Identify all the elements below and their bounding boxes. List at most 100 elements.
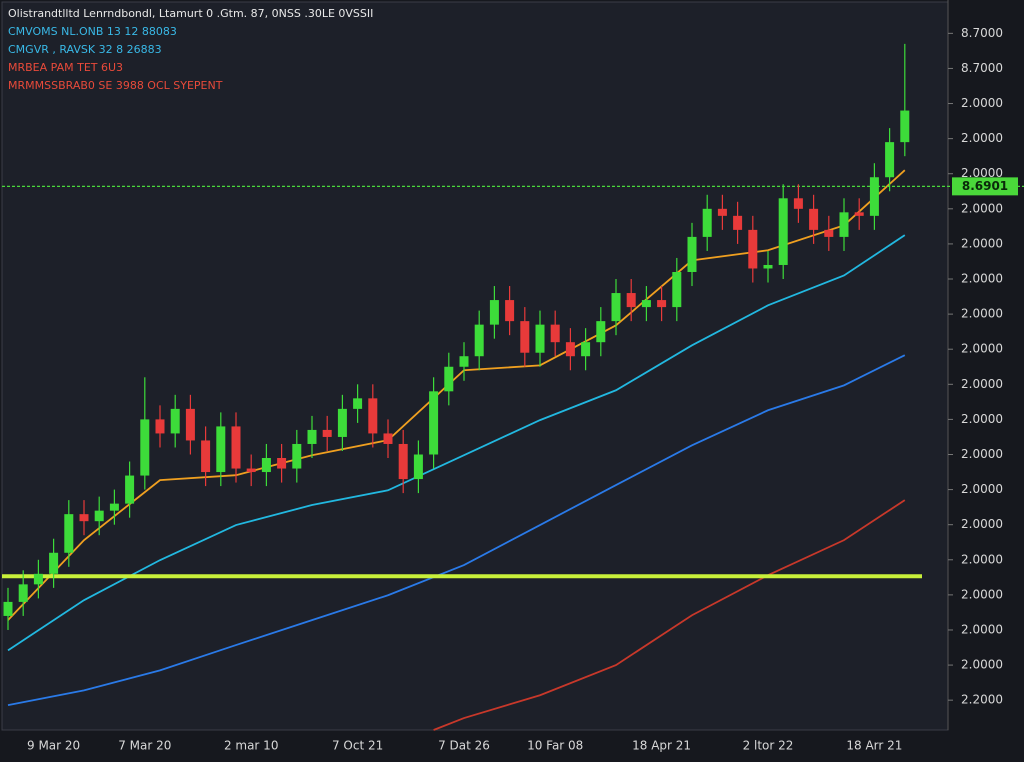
legend-entry: CMGVR , RAVSK 32 8 26883 (8, 43, 162, 56)
candle-body (368, 398, 378, 434)
x-tick-label: 2 mar 10 (224, 739, 279, 753)
candle-body (18, 584, 28, 602)
candle-body (307, 429, 317, 444)
candle-body (869, 177, 879, 216)
candle-body (185, 408, 195, 441)
y-tick-label: 2.0000 (961, 447, 1003, 461)
candle-body (155, 419, 165, 434)
y-tick-label: 2.0000 (961, 131, 1003, 145)
y-tick-label: 2.0000 (961, 307, 1003, 321)
candle-body (520, 321, 530, 353)
y-tick-label: 2.2000 (961, 693, 1003, 707)
candle-body (717, 208, 727, 216)
y-tick-label: 8.7000 (961, 61, 1003, 75)
x-tick-label: 10 Far 08 (527, 739, 583, 753)
candle-body (398, 443, 408, 480)
candle-body (748, 229, 758, 269)
candle-body (581, 342, 591, 357)
y-tick-label: 8.7000 (961, 26, 1003, 40)
candle-body (611, 293, 621, 322)
candle-body (763, 264, 773, 269)
candle-body (231, 426, 241, 469)
candle-body (216, 426, 226, 473)
plot-area (1, 1, 949, 731)
level-label-box (952, 177, 1018, 196)
x-tick-label: 2 ltor 22 (743, 739, 794, 753)
candle-body (672, 271, 682, 308)
candle-body (626, 293, 636, 308)
legend-entry: Olistrandtlltd Lenrndbondl, Ltamurt 0 .G… (8, 7, 373, 20)
level-label: 8.6901 (962, 179, 1008, 193)
candle-body (444, 366, 454, 392)
candle-body (474, 324, 484, 357)
x-tick-label: 7 Oct 21 (332, 739, 383, 753)
candle-body (778, 198, 788, 265)
candle-body (505, 300, 515, 322)
candle-body (535, 324, 545, 353)
x-tick-label: 7 Dat 26 (438, 739, 490, 753)
candle-body (64, 514, 74, 553)
moving-average (7, 354, 906, 706)
candle-body (793, 198, 803, 209)
candle-body (641, 300, 651, 308)
candle-body (125, 475, 135, 504)
candle-body (854, 212, 864, 216)
y-tick-label: 2.0000 (961, 96, 1003, 110)
legend-entry: MRBEA PAM TET 6U3 (8, 61, 123, 74)
x-tick-label: 18 Apr 21 (632, 739, 691, 753)
candle-body (201, 440, 211, 473)
y-tick-label: 2.0000 (961, 517, 1003, 531)
moving-average (7, 234, 906, 652)
candle-body (489, 300, 499, 325)
y-tick-label: 2.0000 (961, 166, 1003, 180)
candle-body (109, 503, 119, 511)
candle-body (322, 429, 332, 437)
moving-average (433, 499, 906, 731)
candle-body (824, 229, 834, 237)
candle-body (292, 443, 302, 469)
y-tick-label: 2.0000 (961, 482, 1003, 496)
y-tick-label: 2.0000 (961, 377, 1003, 391)
candle-body (383, 433, 393, 444)
candle-body (170, 408, 180, 434)
candle-body (49, 552, 59, 574)
x-tick-label: 7 Mar 20 (118, 739, 171, 753)
candle-body (565, 342, 575, 357)
candle-body (277, 458, 287, 469)
candle-body (459, 356, 469, 367)
y-tick-label: 2.0000 (961, 552, 1003, 566)
candle-body (261, 458, 271, 473)
candle-body (79, 514, 89, 522)
candle-body (596, 321, 606, 343)
candle-body (885, 142, 895, 178)
candle-body (94, 510, 104, 522)
candle-body (809, 208, 819, 230)
candle-body (3, 601, 13, 616)
candle-body (900, 110, 910, 143)
candle-body (353, 398, 363, 409)
y-tick-label: 2.0000 (961, 272, 1003, 286)
candle-body (733, 215, 743, 230)
candle-body (702, 208, 712, 237)
y-tick-label: 2.0000 (961, 412, 1003, 426)
candle-body (33, 573, 43, 585)
x-tick-label: 18 Arr 21 (846, 739, 902, 753)
legend-entry: CMVOMS NL.ONB 13 12 88083 (8, 25, 177, 38)
y-tick-label: 2.0000 (961, 342, 1003, 356)
candle-body (337, 408, 347, 437)
y-tick-label: 2.0000 (961, 658, 1003, 672)
candle-body (429, 391, 439, 455)
y-tick-label: 2.0000 (961, 587, 1003, 601)
legend-entry: MRMMSSBRAB0 SE 3988 OCL SYEPENT (8, 79, 223, 92)
candle-body (140, 419, 150, 476)
y-tick-label: 2.0000 (961, 236, 1003, 250)
candle-body (550, 324, 560, 343)
candle-body (246, 468, 256, 473)
candle-body (839, 212, 849, 237)
x-tick-label: 9 Mar 20 (27, 739, 80, 753)
y-tick-label: 2.0000 (961, 201, 1003, 215)
candle-body (413, 454, 423, 480)
candle-body (657, 300, 667, 308)
